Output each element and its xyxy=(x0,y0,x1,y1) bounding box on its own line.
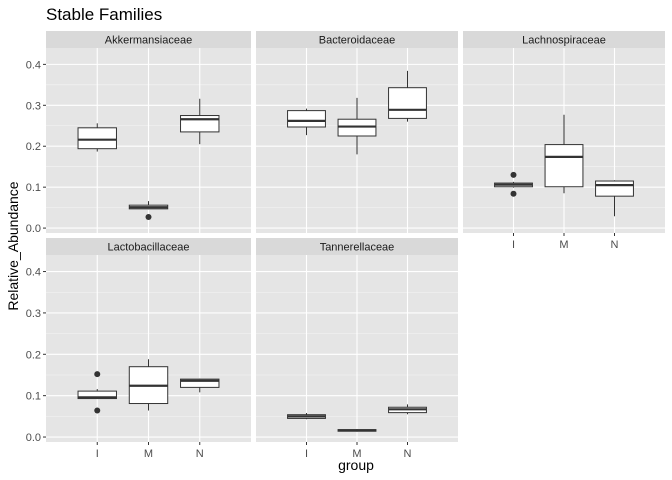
strip-label: Tannerellaceae xyxy=(320,242,395,254)
strip-label: Lachnospiraceae xyxy=(522,35,606,47)
box-iqr xyxy=(77,390,117,400)
facet-panels: Akkermansiaceae 0.0 0.1 0.2 0.3 0.4 Bacteroida… xyxy=(26,31,665,460)
facet-lachnospiraceae: Lachnospiraceae I M N xyxy=(463,31,665,251)
y-tick-label: 0.0 xyxy=(26,223,41,235)
facet-tannerellaceae: Tannerellaceae I M N xyxy=(256,238,458,460)
outlier-point xyxy=(94,371,101,378)
y-tick-label: 0.3 xyxy=(26,100,41,112)
strip-background xyxy=(46,31,251,48)
y-tick-label: 0.2 xyxy=(26,349,41,361)
box-N xyxy=(180,378,220,393)
chart-title: Stable Families xyxy=(46,5,162,24)
x-tick-label: N xyxy=(404,448,412,460)
box-iqr xyxy=(388,87,427,119)
y-tick-label: 0.3 xyxy=(26,308,41,320)
facet-bacteroidaceae: Bacteroidaceae xyxy=(256,31,458,233)
box-N xyxy=(388,404,427,415)
strip-background xyxy=(256,31,458,48)
box-I xyxy=(494,171,533,197)
x-tick-label: M xyxy=(144,448,153,460)
box-M xyxy=(544,114,584,194)
outlier-point xyxy=(145,214,152,221)
outlier-point xyxy=(510,171,517,178)
outlier-point xyxy=(510,190,517,197)
box-I xyxy=(287,413,326,420)
y-tick-label: 0.4 xyxy=(26,267,41,279)
strip-label: Bacteroidaceae xyxy=(319,35,395,47)
box-N xyxy=(595,180,634,217)
strip-label: Lactobacillaceae xyxy=(108,242,190,254)
x-tick-label: I xyxy=(96,448,99,460)
outlier-point xyxy=(94,407,101,414)
box-iqr xyxy=(180,115,220,133)
box-N xyxy=(180,98,220,145)
x-axis-title: group xyxy=(338,457,374,473)
box-M xyxy=(128,201,169,221)
x-tick-label: N xyxy=(611,239,619,251)
facet-lactobacillaceae: Lactobacillaceae 0.0 0.1 0.2 0.3 0.4 I M N xyxy=(26,238,251,460)
strip-label: Akkermansiaceae xyxy=(105,35,192,47)
box-iqr xyxy=(287,110,326,128)
y-tick-label: 0.1 xyxy=(26,391,41,403)
box-I xyxy=(77,123,117,152)
x-tick-label: M xyxy=(352,448,361,460)
strip-background xyxy=(46,238,251,255)
strip-background xyxy=(463,31,665,48)
box-M xyxy=(128,359,169,411)
x-tick-label: I xyxy=(305,448,308,460)
box-M xyxy=(337,97,377,155)
y-tick-label: 0.2 xyxy=(26,141,41,153)
y-tick-label: 0.4 xyxy=(26,59,41,71)
box-N xyxy=(388,70,427,122)
x-tick-label: M xyxy=(559,239,568,251)
x-tick-label: N xyxy=(196,448,204,460)
box-I xyxy=(287,108,326,136)
x-tick-label: I xyxy=(512,239,515,251)
box-I xyxy=(77,371,117,414)
facet-akkermansiaceae: Akkermansiaceae 0.0 0.1 0.2 0.3 0.4 xyxy=(26,31,251,235)
y-axis-title: Relative_Abundance xyxy=(5,181,21,310)
box-iqr xyxy=(180,378,220,388)
strip-background xyxy=(256,238,458,255)
box-iqr xyxy=(595,180,634,197)
box-iqr xyxy=(544,144,584,188)
y-tick-label: 0.1 xyxy=(26,182,41,194)
box-M xyxy=(337,429,377,432)
box-iqr xyxy=(77,127,117,150)
y-tick-label: 0.0 xyxy=(26,432,41,444)
